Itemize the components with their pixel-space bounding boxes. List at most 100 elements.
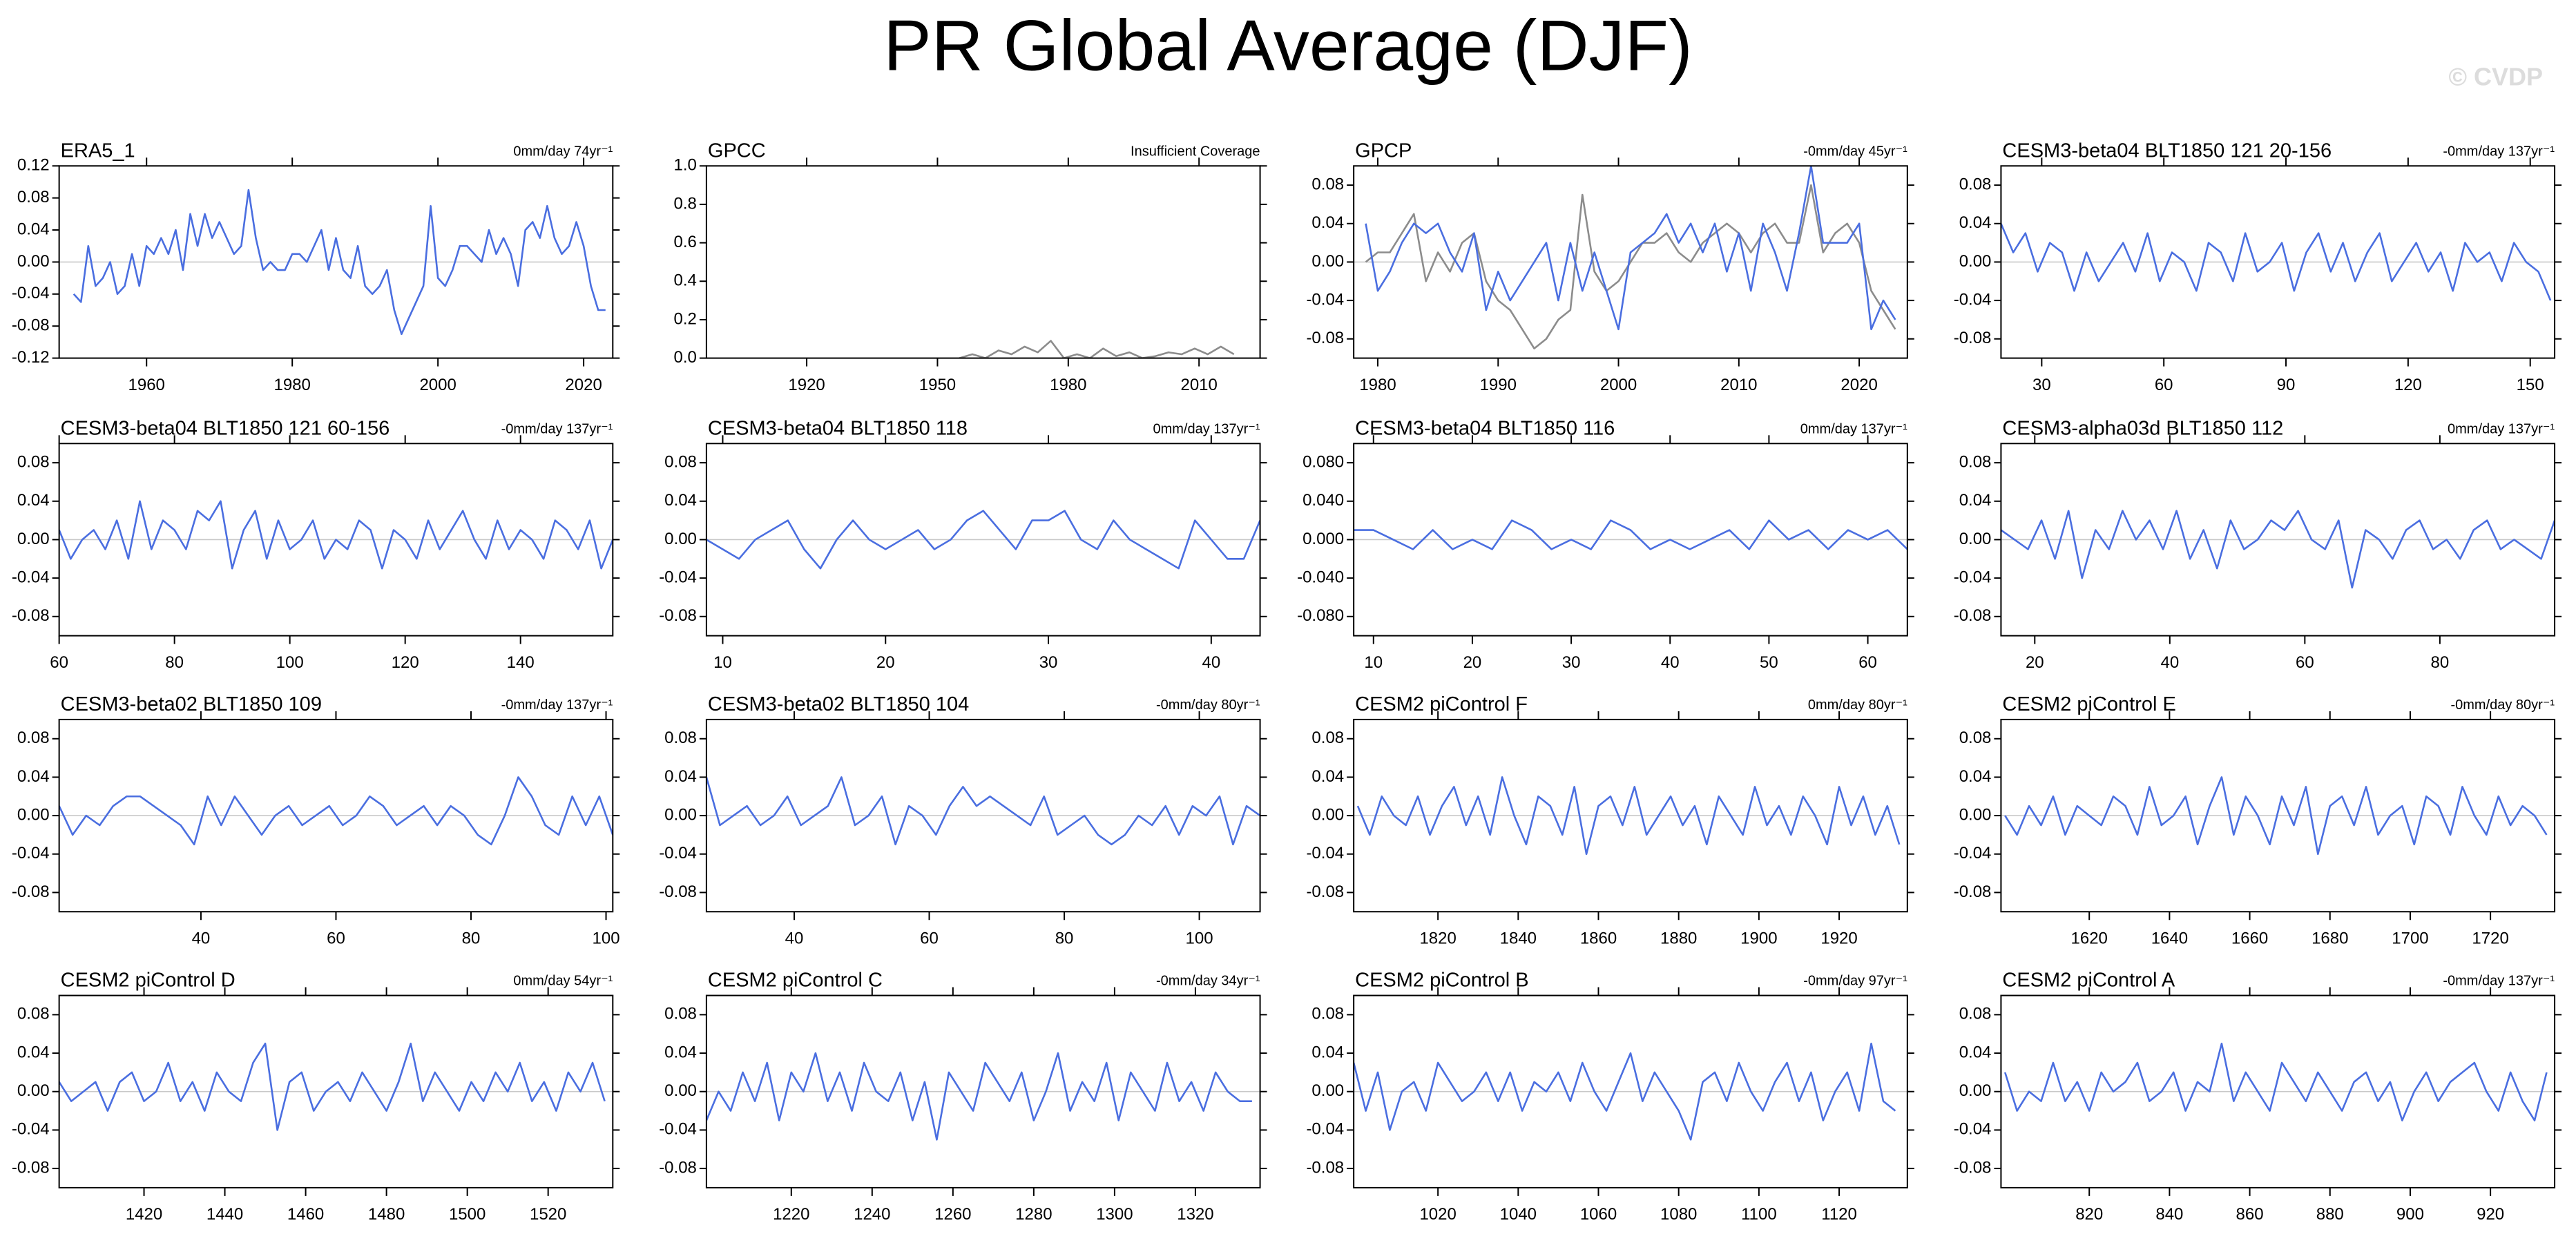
x-tick-label: 40 xyxy=(1661,653,1680,672)
panel: CESM3-beta04 BLT1850 116 0mm/day 137yr⁻¹ -… xyxy=(1297,417,1914,672)
x-tick-label: 40 xyxy=(192,929,211,948)
plot-area xyxy=(59,1042,606,1131)
plot-area xyxy=(1354,1042,1896,1141)
x-tick-label: 30 xyxy=(1562,653,1581,672)
y-tick-label: -0.04 xyxy=(659,568,697,586)
x-tick-label: 20 xyxy=(1463,653,1482,672)
x-tick-label: 80 xyxy=(2431,653,2450,672)
x-tick-label: 140 xyxy=(507,653,535,672)
panel-annotation: -0mm/day 137yr⁻¹ xyxy=(2443,974,2555,989)
x-tick-label: 1300 xyxy=(1096,1205,1133,1224)
x-tick-label: 1040 xyxy=(1500,1205,1537,1224)
panel: CESM2 piControl C -0mm/day 34yr⁻¹ -0.08 -0.… xyxy=(659,970,1267,1224)
data-line xyxy=(2001,510,2555,589)
y-tick-label: 0.00 xyxy=(1311,252,1344,271)
y-tick-label: 0.08 xyxy=(664,729,697,747)
panel-title: CESM2 piControl C xyxy=(708,970,883,992)
y-tick-label: 0.040 xyxy=(1303,491,1344,510)
y-tick-label: -0.04 xyxy=(1954,1120,1992,1139)
y-tick-label: 0.04 xyxy=(1959,213,1992,232)
y-tick-label: 0.04 xyxy=(1959,767,1992,786)
plot-area xyxy=(706,510,1260,570)
y-tick-label: 0.04 xyxy=(664,491,697,510)
x-tick-label: 860 xyxy=(2236,1205,2264,1224)
x-tick-label: 1680 xyxy=(2311,929,2348,948)
y-tick-label: -0.04 xyxy=(1306,844,1344,863)
panel-annotation: 0mm/day 137yr⁻¹ xyxy=(1800,421,1907,436)
x-tick-label: 1700 xyxy=(2392,929,2428,948)
y-tick-label: 0.04 xyxy=(664,1043,697,1061)
panel: CESM3-beta04 BLT1850 121 60-156 -0mm/day … xyxy=(12,417,620,672)
x-tick-label: 60 xyxy=(50,653,68,672)
panel: GPCP -0mm/day 45yr⁻¹ -0.08 -0.04 0.00 0.04 0.0… xyxy=(1306,139,1914,394)
y-tick-label: 0.08 xyxy=(1959,175,1992,193)
y-tick-label: -0.08 xyxy=(659,606,697,625)
y-tick-label: 0.04 xyxy=(17,767,50,786)
y-tick-label: 0.00 xyxy=(17,530,50,548)
x-tick-label: 1980 xyxy=(273,376,310,394)
x-tick-label: 10 xyxy=(1364,653,1383,672)
panel: CESM3-alpha03d BLT1850 112 0mm/day 137yr⁻… xyxy=(1954,417,2562,672)
y-tick-label: 0.08 xyxy=(17,1005,50,1023)
data-line xyxy=(706,510,1260,570)
x-tick-label: 80 xyxy=(1055,929,1074,948)
data-line xyxy=(1365,184,1896,349)
y-tick-label: -0.04 xyxy=(1954,844,1992,863)
x-tick-label: 60 xyxy=(1858,653,1877,672)
x-tick-label: 1660 xyxy=(2231,929,2268,948)
y-tick-label: -0.08 xyxy=(1306,883,1344,901)
y-tick-label: 0.08 xyxy=(1311,729,1344,747)
x-tick-label: 1920 xyxy=(1820,929,1857,948)
data-line xyxy=(1356,776,1901,856)
x-tick-label: 1990 xyxy=(1480,376,1517,394)
data-line xyxy=(2003,1042,2548,1121)
panel-title: CESM2 piControl D xyxy=(61,970,236,992)
y-tick-label: 0.080 xyxy=(1303,452,1344,471)
plot-area xyxy=(2004,776,2548,856)
panel-annotation: -0mm/day 80yr⁻¹ xyxy=(1156,697,1260,713)
panel: CESM2 piControl A -0mm/day 137yr⁻¹-0.08-0… xyxy=(1954,970,2562,1224)
x-tick-label: 1900 xyxy=(1740,929,1777,948)
y-tick-label: 0.8 xyxy=(674,194,697,213)
x-tick-label: 1440 xyxy=(206,1205,243,1224)
y-tick-label: -0.04 xyxy=(659,844,697,863)
panel: CESM3-beta02 BLT1850 104 -0mm/day 80yr⁻¹ -… xyxy=(659,693,1267,948)
plot-area xyxy=(1365,166,1896,349)
data-line xyxy=(706,776,1260,846)
x-tick-label: 2020 xyxy=(1840,376,1877,394)
x-tick-label: 1880 xyxy=(1660,929,1697,948)
x-tick-label: 50 xyxy=(1760,653,1778,672)
x-tick-label: 1640 xyxy=(2151,929,2188,948)
y-tick-label: 0.04 xyxy=(1311,213,1344,232)
y-tick-label: -0.04 xyxy=(12,844,50,863)
x-tick-label: 1240 xyxy=(854,1205,890,1224)
data-line xyxy=(959,340,1235,358)
y-tick-label: 0.000 xyxy=(1303,530,1344,548)
panel: CESM3-beta04 BLT1850 121 20-156 -0mm/day … xyxy=(1954,139,2562,394)
panel-annotation: -0mm/day 97yr⁻¹ xyxy=(1803,974,1907,989)
plot-area xyxy=(59,776,613,846)
x-tick-label: 40 xyxy=(1202,653,1220,672)
y-tick-label: 0.12 xyxy=(17,156,50,175)
panel-annotation: -0mm/day 137yr⁻¹ xyxy=(501,421,613,436)
x-tick-label: 1320 xyxy=(1177,1205,1213,1224)
plot-frame xyxy=(705,165,1261,359)
data-line xyxy=(73,189,606,336)
x-tick-label: 2020 xyxy=(565,376,602,394)
x-tick-label: 1480 xyxy=(368,1205,405,1224)
y-tick-label: -0.08 xyxy=(1306,1158,1344,1177)
x-tick-label: 1460 xyxy=(287,1205,324,1224)
y-tick-label: 0.00 xyxy=(1959,530,1992,548)
panel-title: GPCP xyxy=(1355,139,1412,162)
x-tick-label: 820 xyxy=(2075,1205,2103,1224)
x-tick-label: 1220 xyxy=(773,1205,809,1224)
x-tick-label: 40 xyxy=(2160,653,2179,672)
x-tick-label: 1500 xyxy=(449,1205,486,1224)
panel-annotation: 0mm/day 74yr⁻¹ xyxy=(513,144,613,159)
y-tick-label: 0.2 xyxy=(674,309,697,328)
y-tick-label: 0.00 xyxy=(1959,252,1992,271)
plot-area xyxy=(2001,510,2555,589)
x-tick-label: 1100 xyxy=(1741,1205,1777,1224)
data-line xyxy=(2001,223,2552,301)
x-tick-label: 2000 xyxy=(1600,376,1637,394)
